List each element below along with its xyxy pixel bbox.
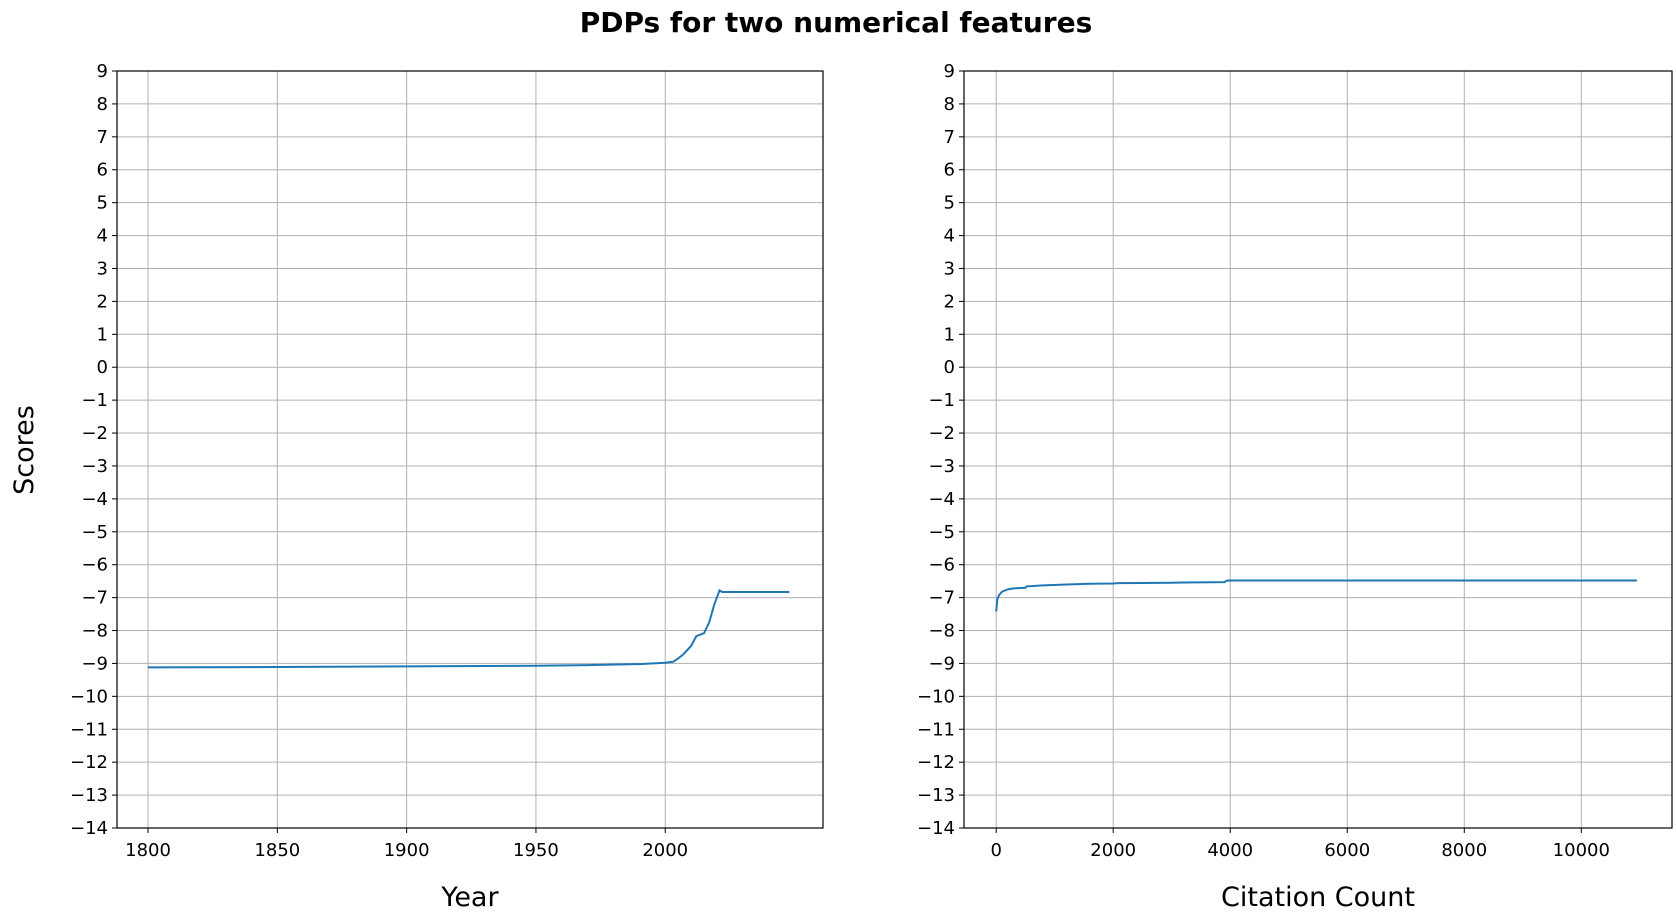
year-x-axis-label: Year <box>440 882 499 913</box>
year-pdp-panel: −14−13−12−11−10−9−8−7−6−5−4−3−2−10123456… <box>70 61 824 913</box>
citation-count-ticks: −14−13−12−11−10−9−8−7−6−5−4−3−2−10123456… <box>917 61 1610 861</box>
citation-count-y-tick-label: −11 <box>917 719 955 740</box>
citation-count-grid <box>964 70 1672 829</box>
citation-count-y-tick-label: 0 <box>944 357 955 378</box>
year-y-tick-label: −3 <box>81 456 108 477</box>
citation-count-y-tick-label: −3 <box>928 456 955 477</box>
year-x-tick-label: 1950 <box>513 840 559 861</box>
shared-y-axis-label: Scores <box>9 405 40 495</box>
citation-count-y-tick-label: −6 <box>928 555 955 576</box>
citation-count-y-tick-label: −13 <box>917 785 955 806</box>
citation-count-x-tick-label: 2000 <box>1090 840 1136 861</box>
citation-count-y-tick-label: 4 <box>944 226 955 247</box>
citation-count-y-tick-label: −7 <box>928 588 955 609</box>
citation-count-y-tick-label: 5 <box>944 193 955 214</box>
citation-count-pdp-line <box>995 579 1637 612</box>
year-y-tick-label: 2 <box>97 291 108 312</box>
citation-count-y-tick-label: −8 <box>928 621 955 642</box>
citation-count-y-tick-label: 3 <box>944 258 955 279</box>
citation-count-x-tick-label: 4000 <box>1207 840 1253 861</box>
year-x-tick-label: 1800 <box>125 840 171 861</box>
year-y-tick-label: 6 <box>97 160 108 181</box>
citation-count-x-axis-label: Citation Count <box>1221 882 1415 913</box>
citation-count-y-tick-label: −1 <box>928 390 955 411</box>
year-x-tick-label: 1900 <box>384 840 430 861</box>
citation-count-x-tick-label: 0 <box>990 840 1001 861</box>
year-y-tick-label: 7 <box>97 127 108 148</box>
year-x-tick-label: 1850 <box>254 840 300 861</box>
year-y-tick-label: −12 <box>70 752 108 773</box>
citation-count-y-tick-label: −10 <box>917 686 955 707</box>
year-y-tick-label: 1 <box>97 324 108 345</box>
year-pdp-line <box>148 588 790 669</box>
citation-count-pdp-panel: −14−13−12−11−10−9−8−7−6−5−4−3−2−10123456… <box>917 61 1673 913</box>
citation-count-x-tick-label: 6000 <box>1324 840 1370 861</box>
year-y-tick-label: 4 <box>97 226 108 247</box>
year-y-tick-label: −10 <box>70 686 108 707</box>
year-y-tick-label: −14 <box>70 818 108 839</box>
citation-count-y-tick-label: 2 <box>944 291 955 312</box>
year-y-tick-label: 5 <box>97 193 108 214</box>
citation-count-y-tick-label: 9 <box>944 61 955 82</box>
citation-count-y-tick-label: 1 <box>944 324 955 345</box>
citation-count-y-tick-label: −14 <box>917 818 955 839</box>
year-y-tick-label: −6 <box>81 555 108 576</box>
citation-count-y-tick-label: −9 <box>928 653 955 674</box>
year-y-tick-label: −11 <box>70 719 108 740</box>
citation-count-x-tick-label: 10000 <box>1553 840 1610 861</box>
citation-count-y-tick-label: −4 <box>928 489 955 510</box>
citation-count-y-tick-label: −2 <box>928 423 955 444</box>
year-y-tick-label: −7 <box>81 588 108 609</box>
year-y-tick-label: 0 <box>97 357 108 378</box>
year-x-tick-label: 2000 <box>642 840 688 861</box>
citation-count-plot-frame <box>963 70 1673 829</box>
year-y-tick-label: 3 <box>97 258 108 279</box>
year-ticks: −14−13−12−11−10−9−8−7−6−5−4−3−2−10123456… <box>70 61 688 861</box>
year-y-tick-label: 9 <box>97 61 108 82</box>
citation-count-y-tick-label: −5 <box>928 522 955 543</box>
year-y-tick-label: −8 <box>81 621 108 642</box>
citation-count-y-tick-label: 8 <box>944 94 955 115</box>
year-y-tick-label: −2 <box>81 423 108 444</box>
year-y-tick-label: −5 <box>81 522 108 543</box>
figure-title: PDPs for two numerical features <box>580 6 1093 39</box>
citation-count-y-tick-label: 7 <box>944 127 955 148</box>
citation-count-y-tick-label: 6 <box>944 160 955 181</box>
year-plot-frame <box>116 70 824 829</box>
citation-count-x-tick-label: 8000 <box>1441 840 1487 861</box>
year-y-tick-label: 8 <box>97 94 108 115</box>
year-grid <box>117 70 823 829</box>
year-y-tick-label: −9 <box>81 653 108 674</box>
year-y-tick-label: −4 <box>81 489 108 510</box>
citation-count-y-tick-label: −12 <box>917 752 955 773</box>
year-y-tick-label: −1 <box>81 390 108 411</box>
year-y-tick-label: −13 <box>70 785 108 806</box>
